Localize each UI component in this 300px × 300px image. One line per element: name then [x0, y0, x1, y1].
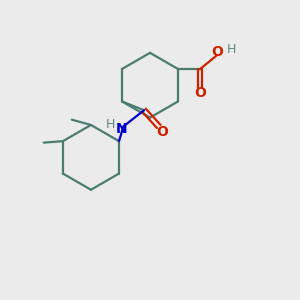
- Text: O: O: [194, 86, 206, 100]
- Text: O: O: [156, 125, 168, 139]
- Text: H: H: [106, 118, 115, 131]
- Text: H: H: [227, 43, 236, 56]
- Text: O: O: [211, 45, 223, 59]
- Text: N: N: [116, 122, 128, 136]
